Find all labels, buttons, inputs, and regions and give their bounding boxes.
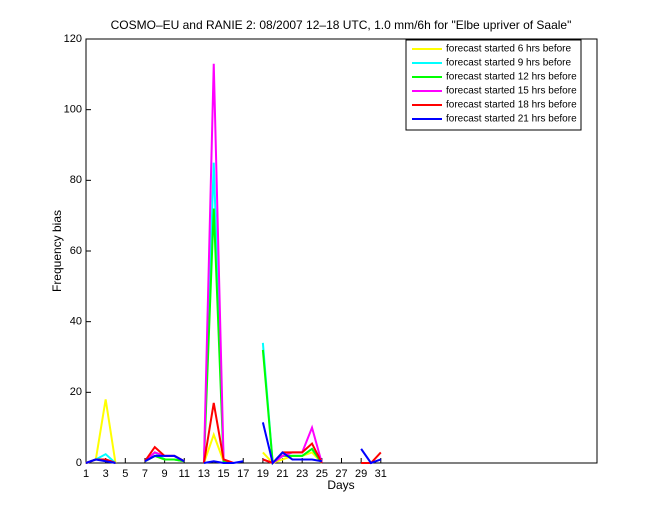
legend-label: forecast started 12 hrs before [446, 72, 577, 83]
x-tick-label: 27 [335, 468, 347, 480]
x-tick-label: 29 [355, 468, 367, 480]
x-axis-label: Days [327, 478, 354, 492]
x-tick-label: 11 [179, 468, 190, 480]
x-tick-label: 25 [316, 468, 328, 480]
legend-box [405, 39, 582, 131]
y-axis-label: Frequency bias [50, 210, 64, 292]
legend-label: forecast started 9 hrs before [446, 58, 572, 69]
series-line [85, 422, 382, 466]
y-tick-label: 0 [76, 457, 82, 469]
y-tick-label: 100 [64, 104, 82, 116]
x-tick-label: 31 [375, 468, 387, 480]
y-tick-label: 60 [70, 245, 82, 257]
legend-label: forecast started 21 hrs before [446, 114, 577, 125]
x-tick-label: 1 [83, 468, 89, 480]
chart-title: COSMO–EU and RANIE 2: 08/2007 12–18 UTC,… [111, 18, 572, 32]
x-tick-label: 13 [198, 468, 210, 480]
x-tick-label: 7 [142, 468, 148, 480]
x-tick-label: 19 [257, 468, 269, 480]
y-tick-label: 40 [70, 316, 82, 328]
legend-label: forecast started 15 hrs before [446, 86, 577, 97]
legend-label: forecast started 18 hrs before [446, 100, 577, 111]
x-tick-label: 23 [296, 468, 308, 480]
x-tick-label: 3 [103, 468, 109, 480]
x-tick-label: 15 [217, 468, 229, 480]
x-tick-label: 5 [122, 468, 128, 480]
y-tick-label: 20 [70, 386, 82, 398]
y-tick-label: 80 [70, 174, 82, 186]
x-tick-label: 17 [237, 468, 249, 480]
y-tick-label: 120 [64, 33, 82, 45]
x-tick-label: 9 [162, 468, 168, 480]
legend-label: forecast started 6 hrs before [446, 44, 572, 55]
x-tick-label: 21 [276, 468, 288, 480]
